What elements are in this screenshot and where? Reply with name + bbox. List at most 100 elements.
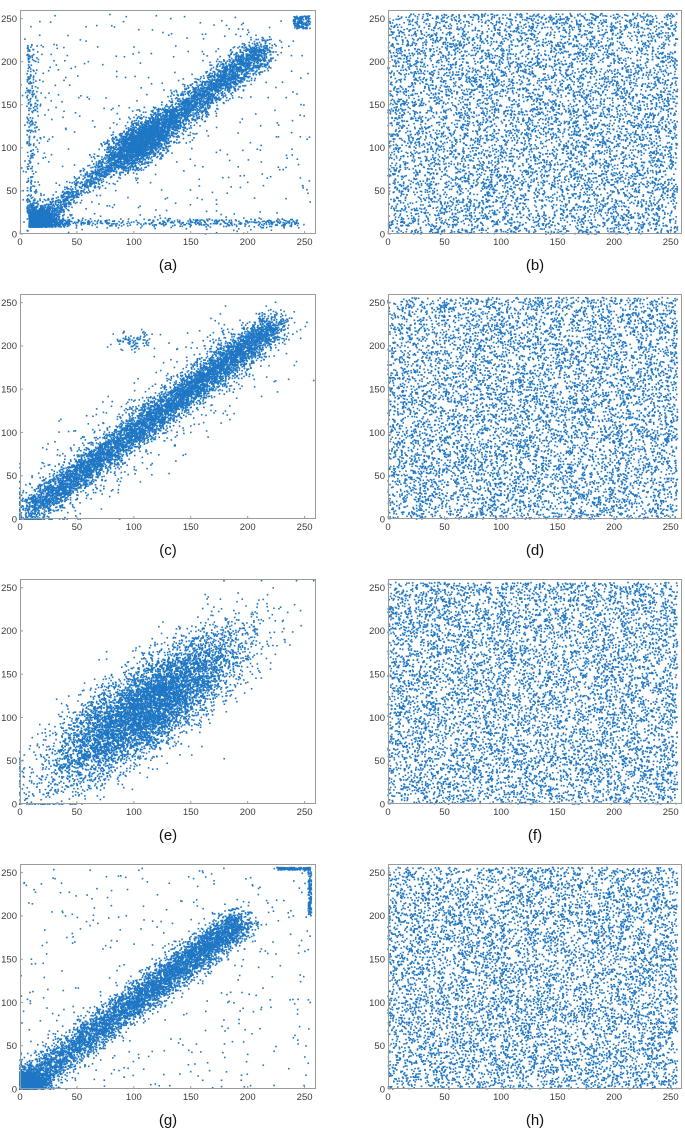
scatter-point: [228, 86, 230, 88]
scatter-point: [166, 109, 168, 111]
scatter-point: [220, 71, 222, 73]
scatter-point: [121, 137, 123, 139]
scatter-point: [250, 39, 252, 41]
scatter-point: [216, 102, 218, 104]
scatter-point: [155, 150, 157, 152]
scatter-point: [253, 55, 255, 57]
scatter-point: [152, 145, 154, 147]
scatter-point: [144, 163, 146, 165]
scatter-point: [181, 106, 183, 108]
scatter-point: [272, 57, 274, 59]
scatter-point: [165, 132, 167, 134]
scatter-point: [238, 86, 240, 88]
scatter-point: [146, 162, 148, 164]
scatter-point: [143, 129, 145, 131]
scatter-point: [164, 107, 166, 109]
scatter-point: [219, 56, 221, 58]
scatter-point: [155, 117, 157, 119]
scatter-point: [157, 142, 159, 144]
scatter-point: [260, 50, 262, 52]
scatter-point: [225, 88, 227, 90]
scatter-point: [228, 54, 230, 56]
scatter-point: [220, 72, 222, 74]
scatter-point: [139, 127, 141, 129]
scatter-point: [94, 158, 96, 160]
scatter-point: [169, 100, 171, 102]
scatter-point: [184, 91, 186, 93]
scatter-point: [139, 160, 141, 162]
scatter-point: [158, 150, 160, 152]
scatter-point: [146, 117, 148, 119]
scatter-point: [146, 131, 148, 133]
scatter-point: [123, 130, 125, 132]
scatter-point: [190, 84, 192, 86]
scatter-point: [162, 138, 164, 140]
scatter-point: [269, 43, 271, 45]
scatter-point: [235, 55, 237, 57]
scatter-point: [111, 135, 113, 137]
scatter-point: [253, 52, 255, 54]
scatter-point: [241, 47, 243, 49]
scatter-point: [149, 144, 151, 146]
scatter-point: [176, 121, 178, 123]
scatter-point: [247, 48, 249, 50]
scatter-point: [147, 132, 149, 134]
scatter-point: [180, 125, 182, 127]
scatter-point: [226, 100, 228, 102]
scatter-point: [174, 126, 176, 128]
scatter-point: [212, 92, 214, 94]
scatter-point: [247, 73, 249, 75]
scatter-point: [249, 52, 251, 54]
scatter-point: [157, 143, 159, 145]
scatter-point: [253, 63, 255, 65]
scatter-point: [218, 96, 220, 98]
scatter-point: [218, 93, 220, 95]
scatter-point: [102, 161, 104, 163]
scatter-point: [109, 146, 111, 148]
scatter-point: [175, 90, 177, 92]
scatter-point: [149, 128, 151, 130]
scatter-point: [166, 132, 168, 134]
scatter-point: [271, 47, 273, 49]
scatter-point: [153, 119, 155, 121]
scatter-point: [132, 145, 134, 147]
scatter-point: [213, 67, 215, 69]
scatter-point: [243, 76, 245, 78]
scatter-point: [195, 120, 197, 122]
scatter-point: [183, 120, 185, 122]
scatter-point: [240, 62, 242, 64]
scatter-point: [185, 93, 187, 95]
scatter-point: [126, 133, 128, 135]
scatter-point: [221, 88, 223, 90]
scatter-point: [154, 136, 156, 138]
scatter-point: [269, 61, 271, 63]
scatter-point: [147, 149, 149, 151]
scatter-point: [242, 54, 244, 56]
scatter-point: [193, 103, 195, 105]
scatter-point: [107, 147, 109, 149]
scatter-point: [220, 87, 222, 89]
scatter-point: [122, 144, 124, 146]
scatter-point: [270, 60, 272, 62]
scatter-point: [256, 71, 258, 73]
scatter-point: [141, 167, 143, 169]
scatter-point: [135, 169, 137, 171]
scatter-point: [127, 122, 129, 124]
scatter-point: [244, 45, 246, 47]
scatter-point: [217, 73, 219, 75]
scatter-point: [127, 161, 129, 163]
scatter-point: [188, 100, 190, 102]
scatter-point: [250, 59, 252, 61]
scatter-point: [227, 82, 229, 84]
scatter-point: [137, 137, 139, 139]
scatter-point: [251, 62, 253, 64]
scatter-point: [191, 127, 193, 129]
scatter-point: [203, 110, 205, 112]
scatter-point: [138, 153, 140, 155]
scatter-point: [227, 60, 229, 62]
scatter-point: [198, 89, 200, 91]
scatter-point: [209, 62, 211, 64]
scatter-point: [184, 112, 186, 114]
scatter-point: [125, 139, 127, 141]
